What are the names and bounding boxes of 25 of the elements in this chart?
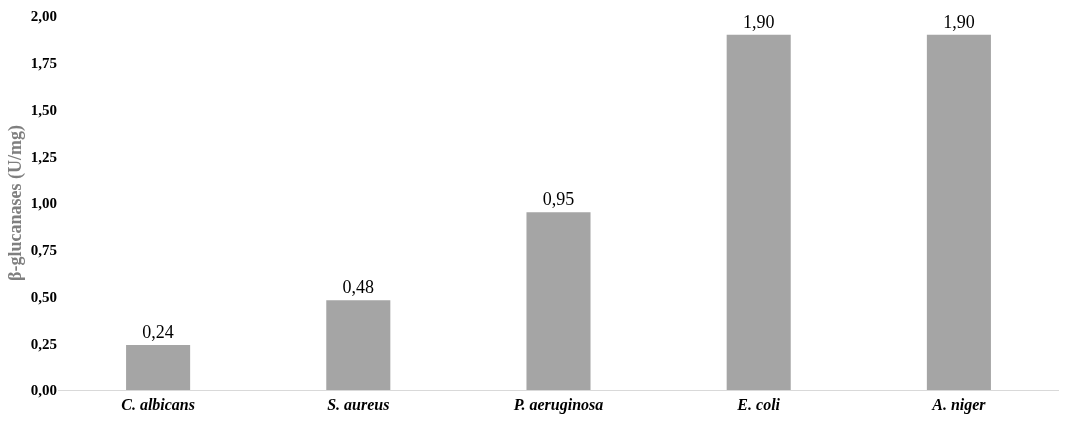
bar xyxy=(326,300,391,390)
data-label: 0,95 xyxy=(542,189,575,210)
y-tick-label: 0,25 xyxy=(30,335,57,352)
bar xyxy=(726,34,791,390)
bar xyxy=(526,212,591,390)
y-tick-label: 0,00 xyxy=(30,382,57,399)
data-label: 1,90 xyxy=(742,11,775,32)
bar xyxy=(926,34,991,390)
x-tick-label: P. aeruginosa xyxy=(512,396,604,415)
y-axis-title: β-glucanases (U/mg) xyxy=(4,125,26,281)
data-label: 0,48 xyxy=(342,277,375,298)
x-tick-label: E. coli xyxy=(736,396,781,414)
x-tick-label: C. albicans xyxy=(121,396,195,414)
y-tick-label: 1,00 xyxy=(30,195,57,212)
x-tick-label: S. aureus xyxy=(327,396,390,414)
data-label: 0,24 xyxy=(142,322,174,343)
y-tick-label: 2,00 xyxy=(30,8,57,25)
data-label: 1,90 xyxy=(943,11,975,32)
y-tick-label: 1,25 xyxy=(30,148,57,165)
y-tick-label: 1,50 xyxy=(30,101,57,118)
y-tick-label: 0,50 xyxy=(30,288,57,305)
y-tick-label: 0,75 xyxy=(30,242,57,258)
x-tick-label: A. niger xyxy=(931,396,987,415)
bar xyxy=(126,345,191,390)
y-tick-label: 1,75 xyxy=(30,55,57,71)
